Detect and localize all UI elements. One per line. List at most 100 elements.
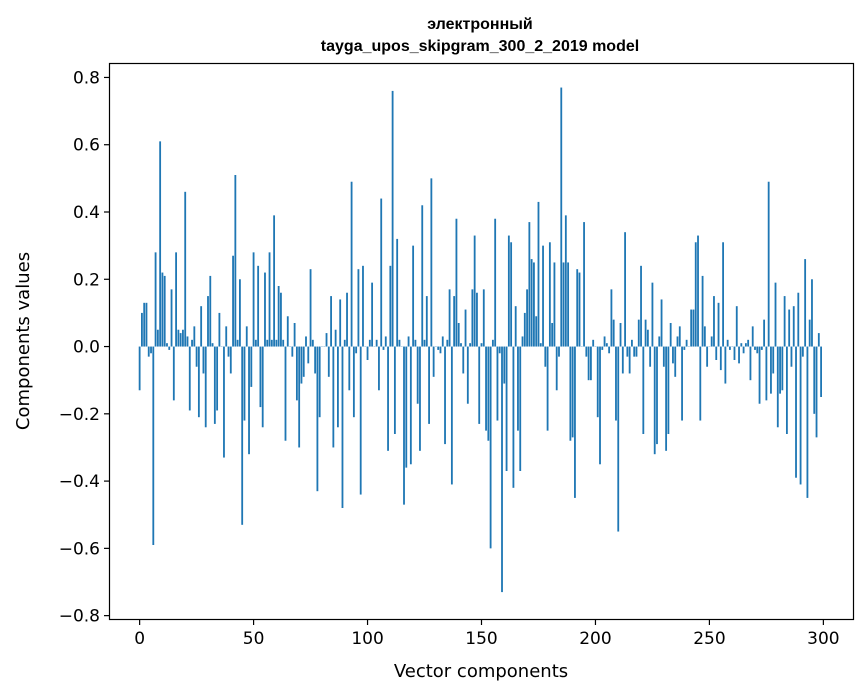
bar: [517, 346, 519, 431]
bar: [254, 339, 257, 347]
bar: [749, 346, 752, 381]
bar: [815, 346, 818, 438]
bar: [330, 296, 332, 347]
bar: [252, 252, 255, 347]
bar: [785, 346, 788, 434]
bar: [756, 346, 759, 354]
bar: [779, 346, 781, 394]
bar: [311, 339, 314, 347]
bar: [699, 346, 702, 421]
bar: [717, 302, 720, 347]
bar: [407, 336, 410, 347]
bar: [166, 343, 168, 347]
bar: [362, 265, 364, 347]
bar: [799, 346, 802, 485]
bar: [811, 279, 813, 347]
bar: [592, 339, 595, 347]
bar: [706, 346, 709, 367]
bar: [439, 346, 442, 354]
bar: [432, 346, 435, 377]
bar: [305, 336, 307, 347]
bar: [384, 336, 387, 347]
bar: [635, 346, 638, 357]
bar: [494, 218, 497, 347]
bar: [352, 346, 355, 418]
bar: [227, 346, 230, 357]
bar: [562, 262, 565, 347]
bar: [724, 346, 727, 384]
bar: [665, 346, 668, 451]
bar: [619, 323, 622, 347]
bar: [300, 346, 303, 384]
bar: [179, 333, 182, 347]
bar: [583, 222, 585, 347]
bar: [544, 346, 547, 367]
bar: [546, 346, 549, 431]
bar: [519, 346, 522, 471]
bar: [703, 326, 706, 347]
bar: [589, 346, 592, 381]
bar: [523, 312, 526, 347]
bar: [801, 346, 804, 357]
bar: [567, 262, 570, 347]
bar: [225, 326, 228, 347]
bar: [298, 346, 301, 448]
bar: [498, 346, 501, 354]
bar: [767, 181, 770, 347]
bar: [760, 346, 763, 350]
bar: [382, 346, 385, 350]
bar: [234, 175, 237, 347]
bar: [462, 346, 465, 374]
bar: [564, 215, 567, 347]
bar: [672, 346, 674, 364]
bar: [359, 346, 362, 495]
y-tick-label: −0.8: [59, 607, 100, 627]
bar: [350, 181, 353, 347]
x-axis-ticks: 0 50 100 150 200 250 300: [134, 619, 840, 649]
bar: [375, 339, 378, 347]
bar: [715, 346, 718, 360]
bar: [245, 326, 248, 347]
bar: [763, 319, 766, 347]
bar: [733, 346, 736, 360]
bar: [366, 346, 369, 360]
bar: [808, 319, 811, 347]
bar: [471, 289, 474, 347]
bar: [213, 346, 216, 424]
bar: [446, 339, 449, 347]
bar: [284, 346, 287, 441]
bar: [398, 339, 401, 347]
bar: [770, 346, 772, 394]
bar: [792, 306, 795, 347]
bar: [612, 319, 615, 347]
bar: [464, 309, 467, 347]
bar: [355, 346, 358, 354]
bar: [676, 336, 679, 347]
bar: [396, 238, 399, 347]
bar: [266, 339, 269, 347]
bar: [610, 289, 613, 347]
y-tick-label: 0.4: [73, 203, 100, 223]
bar: [154, 252, 157, 347]
x-tick-label: 200: [579, 629, 611, 649]
bar: [291, 346, 294, 357]
bar: [637, 319, 640, 347]
bar: [337, 346, 339, 428]
bar: [421, 205, 424, 347]
bar: [387, 346, 389, 451]
bar: [624, 232, 626, 347]
bar: [542, 245, 544, 347]
bar: [813, 346, 816, 414]
y-tick-label: 0.2: [73, 270, 100, 290]
bar: [776, 346, 779, 428]
bar: [159, 141, 162, 347]
bar: [307, 346, 310, 364]
bar: [482, 289, 485, 347]
bar: [576, 269, 579, 347]
bar: [726, 339, 729, 347]
bar: [633, 346, 636, 357]
bar: [232, 255, 234, 347]
bar: [425, 296, 428, 347]
bar: [177, 329, 180, 347]
bar: [605, 343, 608, 347]
